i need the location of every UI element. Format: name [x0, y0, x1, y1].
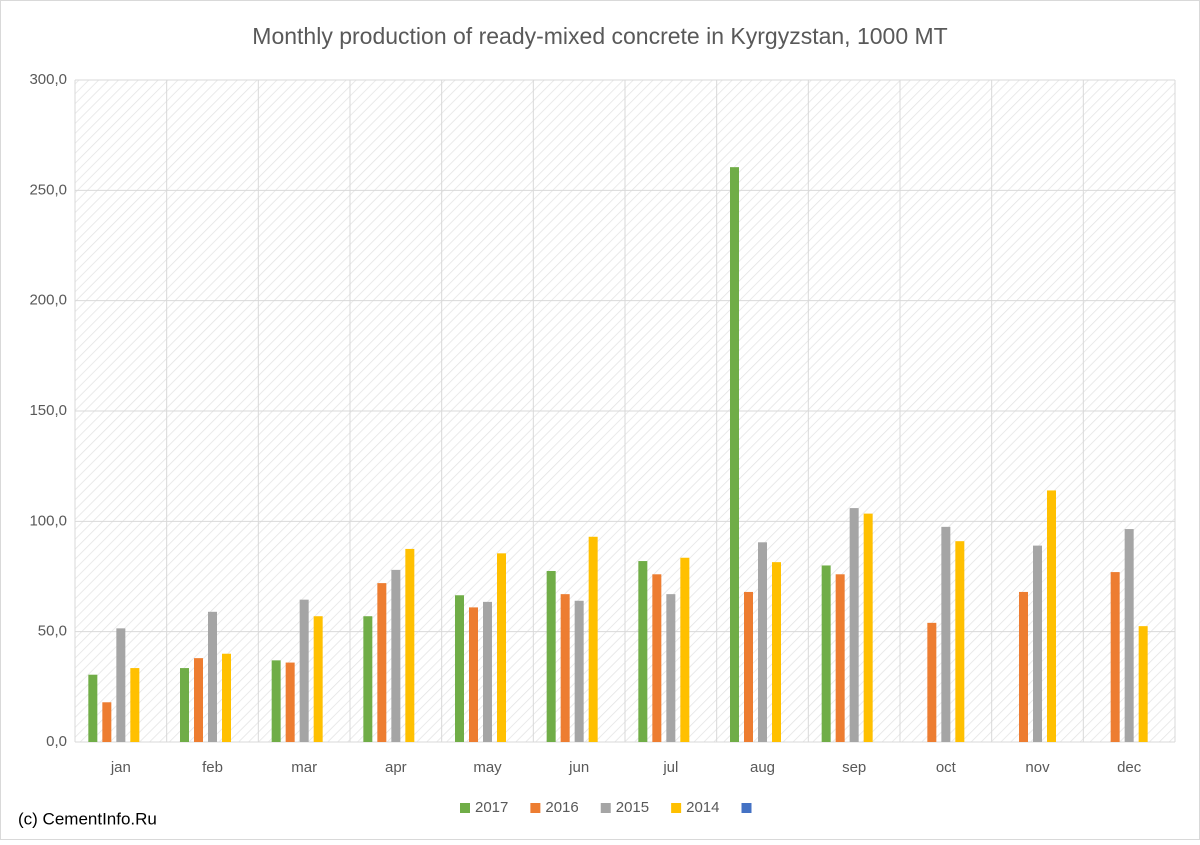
x-tick-label: jan	[110, 759, 131, 776]
bar	[772, 562, 781, 742]
bar	[271, 660, 281, 742]
x-tick-label: oct	[936, 759, 957, 776]
bar	[313, 616, 323, 742]
bar	[1138, 626, 1148, 742]
annotation: (c) CementInfo.Ru	[18, 809, 157, 828]
legend-swatch	[741, 803, 752, 813]
bar	[405, 548, 415, 742]
x-tick-label: sep	[842, 759, 866, 776]
x-tick-label: feb	[202, 759, 223, 776]
bar	[730, 167, 739, 742]
bar	[546, 570, 556, 742]
x-tick-label: jul	[662, 759, 678, 776]
y-tick-label: 300,0	[29, 71, 67, 88]
x-tick-label: mar	[291, 759, 317, 776]
legend-swatch	[671, 803, 682, 813]
bar	[483, 601, 492, 742]
bar	[835, 574, 845, 742]
bar	[680, 557, 690, 742]
bar	[955, 541, 965, 742]
bar	[377, 583, 387, 742]
bar	[821, 565, 831, 742]
y-tick-label: 100,0	[29, 512, 67, 529]
bar	[849, 508, 859, 742]
bar	[574, 600, 584, 742]
x-tick-label: may	[473, 759, 502, 776]
bar	[102, 702, 112, 742]
bar	[863, 513, 873, 742]
legend-label: 2016	[545, 799, 578, 816]
bar	[638, 561, 648, 742]
bar	[927, 622, 937, 742]
legend-label: 2017	[475, 799, 508, 816]
y-tick-label: 250,0	[29, 181, 67, 198]
bar	[1019, 591, 1028, 742]
bar	[588, 536, 598, 742]
legend-swatch	[600, 803, 611, 813]
bar	[666, 594, 676, 742]
bar	[391, 569, 401, 742]
chart-title: Monthly production of ready-mixed concre…	[252, 23, 947, 49]
bar	[285, 662, 295, 742]
bar	[116, 628, 126, 742]
bar	[652, 574, 662, 742]
bar	[88, 674, 98, 742]
x-tick-label: apr	[385, 759, 407, 776]
bar	[130, 668, 140, 742]
x-tick-label: nov	[1025, 759, 1050, 776]
bar	[469, 607, 478, 742]
bar	[1047, 490, 1056, 742]
bar	[1124, 529, 1134, 742]
y-tick-label: 0,0	[46, 733, 67, 750]
bar	[222, 653, 231, 742]
bar	[363, 616, 373, 742]
x-tick-label: jun	[568, 759, 589, 776]
legend-label: 2015	[616, 799, 649, 816]
bar	[497, 553, 506, 742]
bar	[744, 591, 753, 742]
bar	[208, 611, 217, 742]
bar	[299, 599, 309, 742]
legend-swatch	[460, 803, 470, 813]
bar	[1110, 572, 1120, 742]
x-tick-label: aug	[750, 759, 775, 776]
bar	[1033, 545, 1042, 742]
bar	[180, 668, 189, 742]
y-tick-label: 150,0	[29, 402, 67, 419]
legend-label: 2014	[686, 799, 719, 816]
bar	[194, 658, 203, 742]
y-tick-label: 50,0	[38, 623, 67, 640]
bar	[560, 594, 570, 742]
bar	[941, 526, 951, 742]
y-tick-label: 200,0	[29, 292, 67, 309]
legend-swatch	[530, 803, 541, 813]
bar	[758, 542, 767, 742]
bar	[455, 595, 464, 742]
x-tick-label: dec	[1117, 759, 1142, 776]
